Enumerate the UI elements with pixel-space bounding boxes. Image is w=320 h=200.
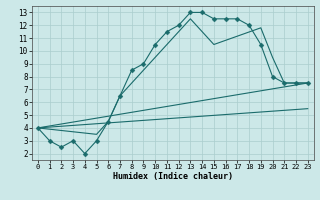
X-axis label: Humidex (Indice chaleur): Humidex (Indice chaleur) bbox=[113, 172, 233, 181]
